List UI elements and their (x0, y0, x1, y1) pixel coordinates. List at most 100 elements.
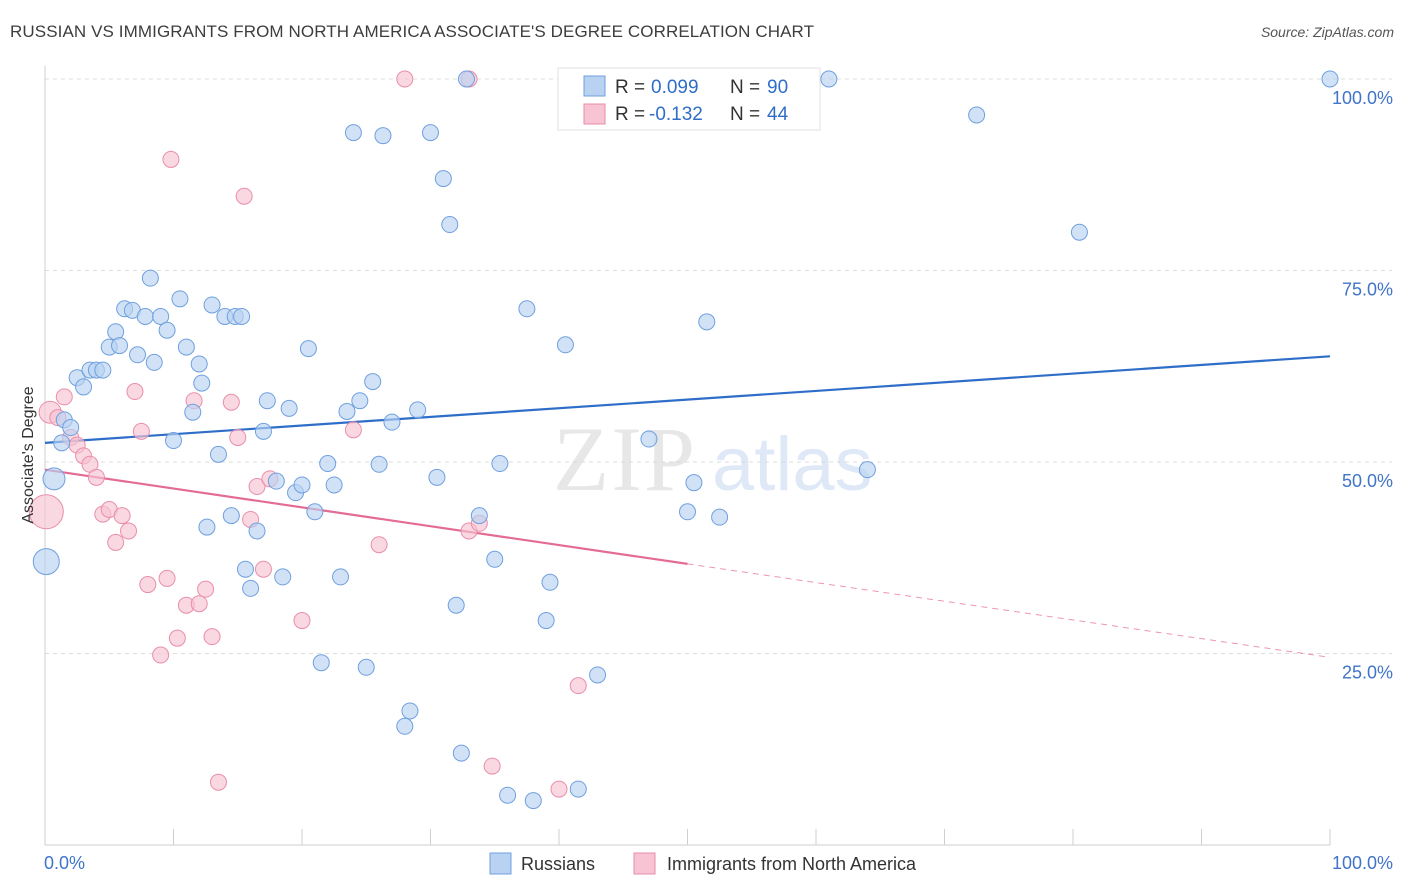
russians-point-45 (306, 503, 324, 521)
russians-point-33 (233, 307, 251, 325)
russians-point-27 (198, 518, 216, 536)
legend-r-label-2: R = (615, 104, 645, 125)
russians-point-68 (470, 507, 488, 525)
immigrants-point-35 (344, 421, 362, 439)
immigrants-point-25 (203, 628, 221, 646)
immigrants-point-40 (483, 757, 501, 775)
russians-point-0 (32, 548, 60, 576)
immigrants-point-14 (126, 383, 144, 401)
immigrants-point-18 (158, 569, 176, 587)
russians-point-31 (222, 507, 240, 525)
russians-point-70 (491, 455, 509, 473)
gridlines (45, 78, 1392, 654)
russians-point-62 (428, 468, 446, 486)
y-axis-label: Associate's Degree (20, 386, 37, 523)
russians-point-19 (152, 307, 170, 325)
immigrants-point-3 (55, 388, 73, 406)
immigrants-point-29 (235, 187, 253, 205)
russians-point-29 (209, 445, 227, 463)
legend-stats-swatch-blue (583, 75, 606, 97)
russians-point-54 (364, 373, 382, 391)
russians-point-20 (158, 321, 176, 339)
russians-point-9 (94, 361, 112, 379)
watermark-zip: ZIP (553, 408, 697, 510)
immigrants-point-32 (254, 560, 272, 578)
legend-r-value-2: -0.132 (649, 104, 703, 125)
russians-point-25 (190, 355, 208, 373)
russians-point-18 (145, 353, 163, 371)
russians-point-38 (258, 392, 276, 410)
russians-point-72 (518, 300, 536, 318)
russians-point-15 (129, 346, 147, 364)
russians-point-44 (299, 340, 317, 358)
russians-point-66 (452, 744, 470, 762)
x-tick-label-1: 100.0% (1332, 853, 1393, 873)
russians-point-1 (42, 467, 66, 491)
russians-point-58 (396, 717, 414, 735)
immigrants-point-42 (569, 677, 587, 695)
legend-r-label-1: R = (615, 77, 645, 98)
immigrants-point-20 (168, 629, 186, 647)
russians-point-63 (434, 170, 452, 188)
immigrants-point-31 (248, 478, 266, 496)
svg-text:R = 0.099 N =: R = 0.099 N = 90 (615, 77, 788, 98)
russians-point-81 (685, 474, 703, 492)
russians-point-71 (499, 786, 517, 804)
russians-point-22 (171, 290, 189, 308)
russians-point-49 (332, 568, 350, 586)
immigrants-point-28 (229, 428, 247, 446)
immigrants-point-36 (370, 536, 388, 554)
russians-point-48 (325, 476, 343, 494)
russians-point-56 (374, 127, 392, 145)
svg-text:R = -0.132 N =: R = -0.132 N = 44 (615, 104, 789, 125)
russians-point-40 (274, 568, 292, 586)
immigrants-point-24 (197, 580, 215, 598)
russians-point-12 (111, 337, 129, 355)
tick-labels: 25.0% 50.0% 75.0% 100.0% 0.0% 100.0% (44, 88, 1393, 873)
legend-r-value-1: 0.099 (651, 77, 699, 98)
russians-point-57 (383, 413, 401, 431)
russians-point-46 (312, 654, 330, 672)
russians-point-39 (267, 472, 285, 490)
russians-point-85 (820, 70, 838, 88)
immigrants-point-19 (162, 150, 180, 168)
legend-n-label-2: N = (730, 104, 760, 125)
russians-point-51 (344, 124, 362, 142)
y-tick-label-2: 75.0% (1342, 280, 1393, 300)
legend-label-immigrants: Immigrants from North America (667, 854, 917, 874)
source-credit: Source: ZipAtlas.com (1260, 24, 1394, 40)
russians-point-67 (457, 70, 475, 88)
russians-point-76 (556, 336, 574, 354)
russians-point-4 (62, 419, 80, 437)
russians-point-83 (711, 508, 729, 526)
russians-point-52 (351, 392, 369, 410)
y-tick-label-1: 50.0% (1342, 471, 1393, 491)
legend-n-value-1: 90 (767, 77, 788, 98)
y-tick-label-0: 25.0% (1342, 663, 1393, 683)
immigrants-point-0 (28, 494, 64, 530)
russians-point-35 (242, 579, 260, 597)
russians-point-24 (184, 403, 202, 421)
russians-point-55 (370, 455, 388, 473)
immigrants-point-34 (293, 612, 311, 630)
russians-point-82 (698, 313, 716, 331)
russians-point-53 (357, 658, 375, 676)
y-tick-label-3: 100.0% (1332, 88, 1393, 108)
russians-point-41 (280, 399, 298, 417)
russians-point-64 (441, 216, 459, 234)
russians-point-23 (177, 338, 195, 356)
russians-point-65 (447, 596, 465, 614)
russians-point-77 (569, 780, 587, 798)
russians-point-34 (236, 560, 254, 578)
chart-title: RUSSIAN VS IMMIGRANTS FROM NORTH AMERICA… (10, 22, 815, 41)
russians-point-69 (486, 550, 504, 568)
russians-point-80 (679, 503, 696, 521)
immigrants-point-23 (190, 595, 208, 613)
axes (44, 66, 1331, 846)
russians-point-47 (319, 455, 337, 473)
legend-stats-swatch-pink (583, 103, 606, 125)
russians-point-87 (968, 106, 986, 124)
legend-n-value-2: 44 (767, 104, 789, 125)
russians-point-78 (589, 666, 607, 684)
